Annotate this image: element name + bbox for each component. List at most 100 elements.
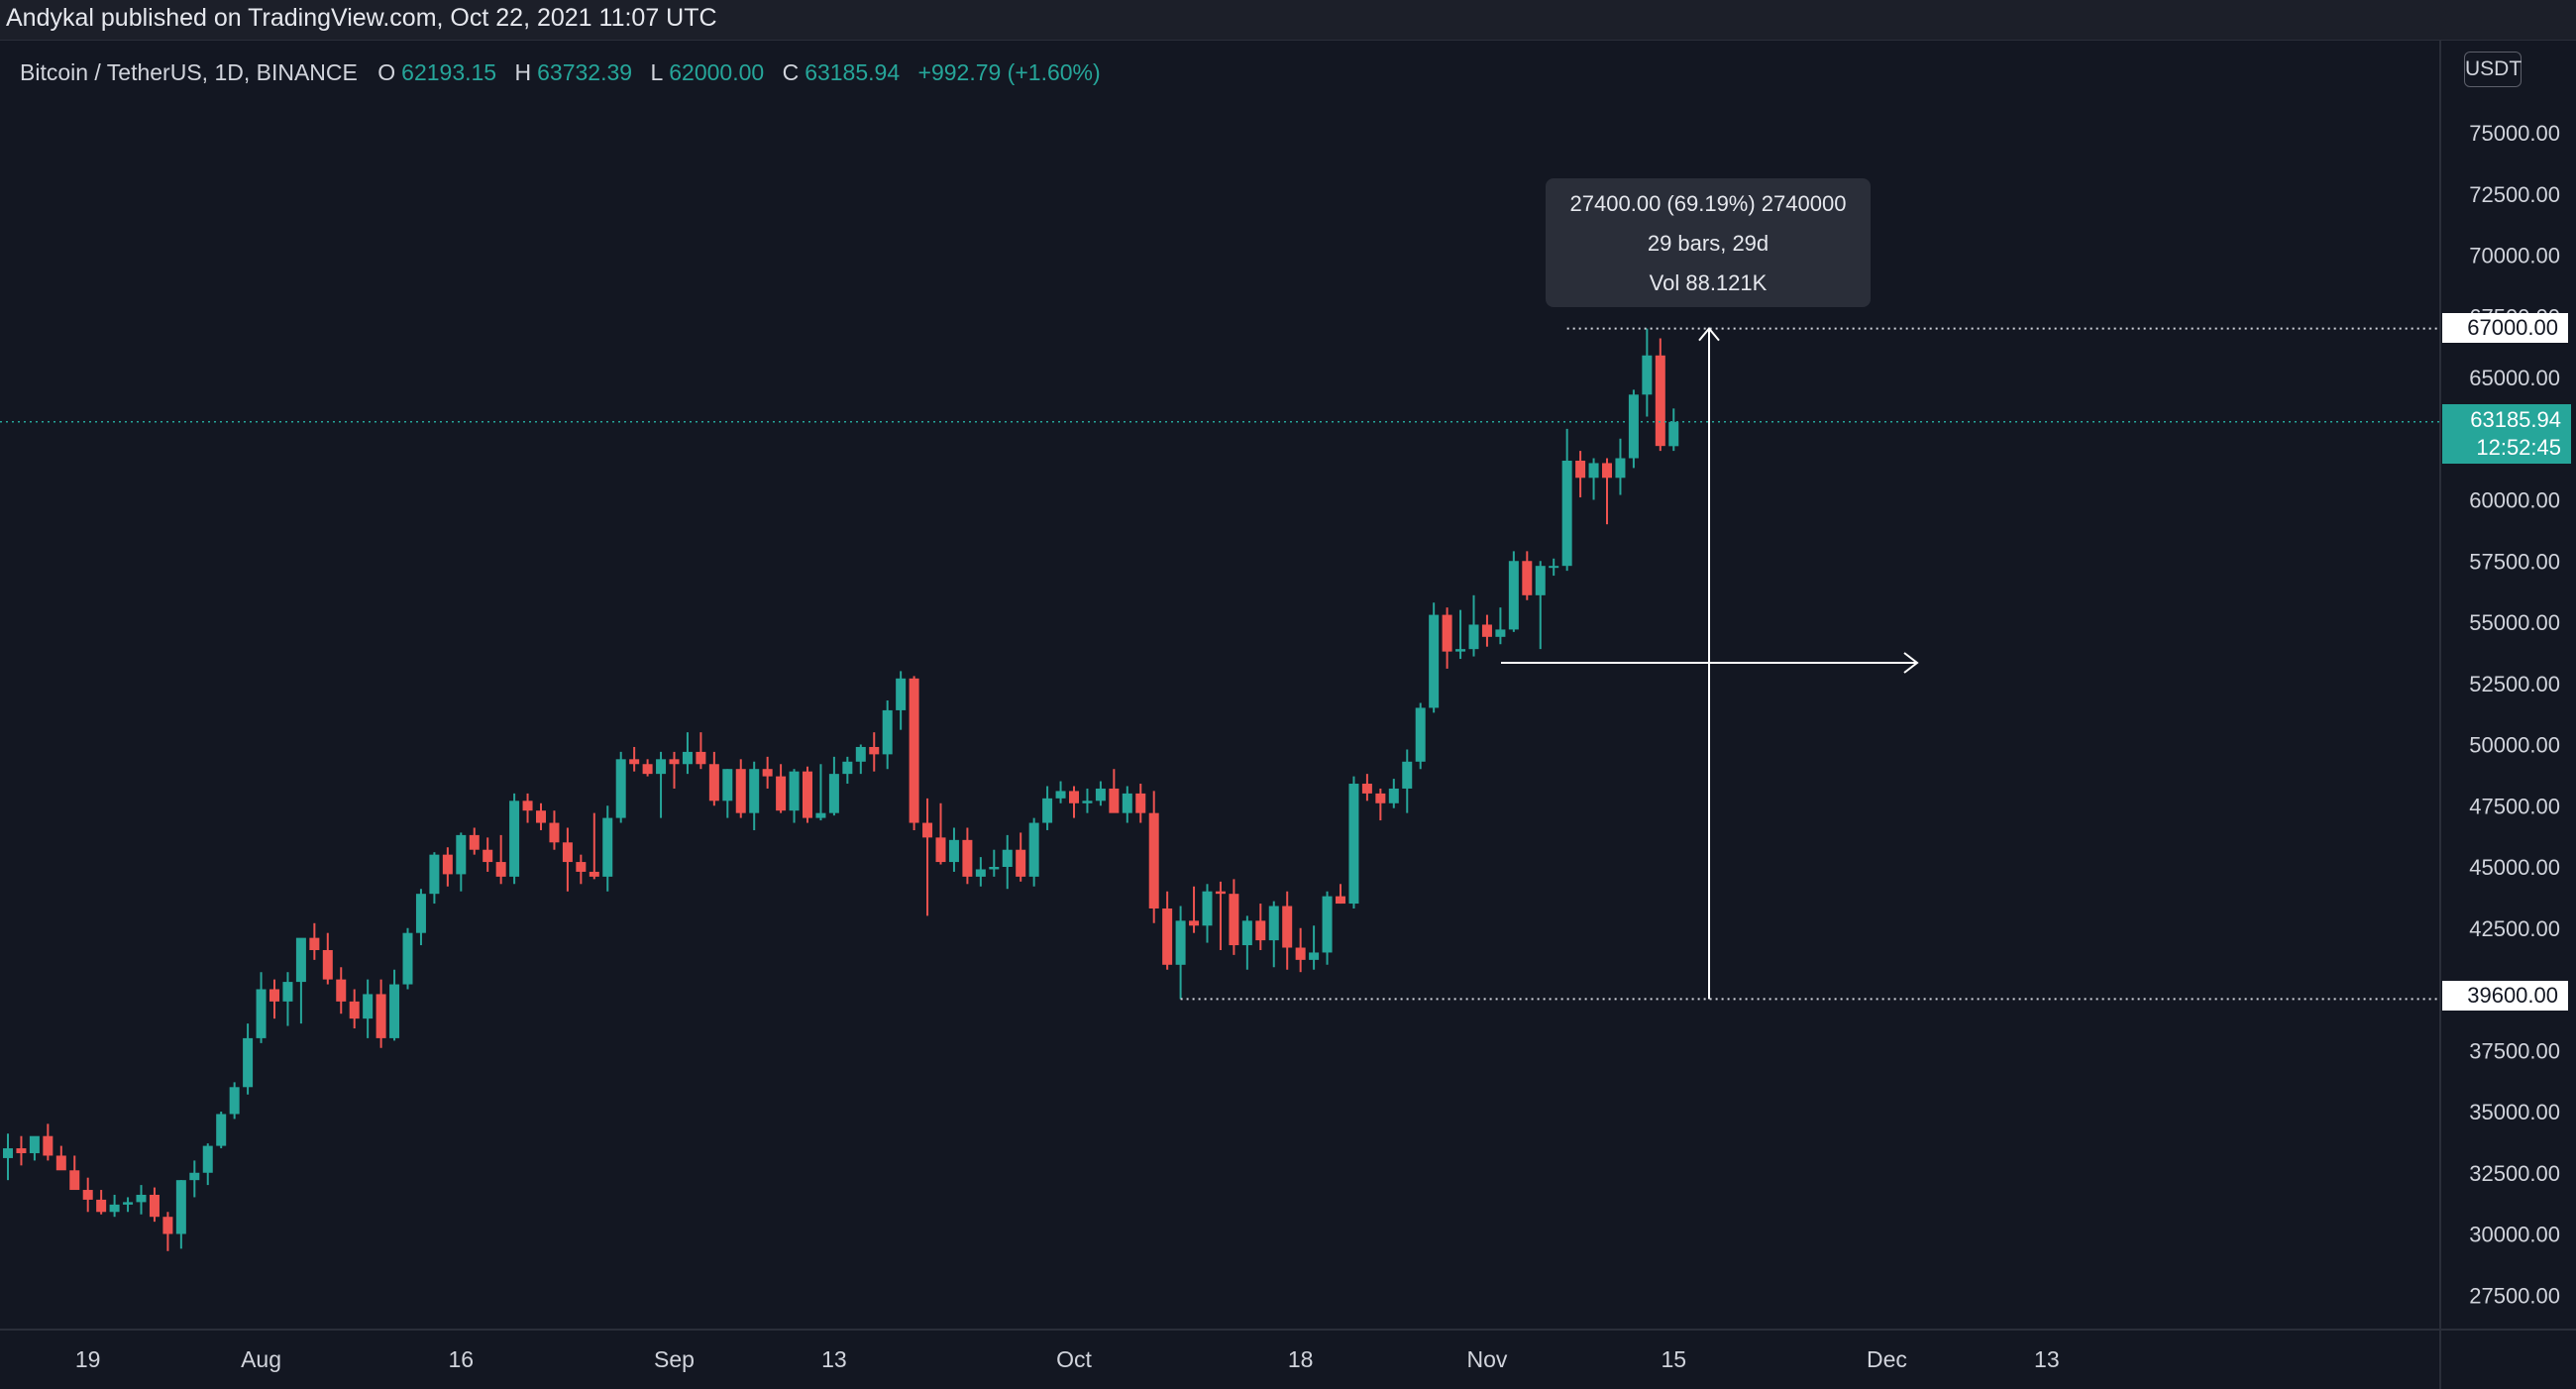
candle: [682, 732, 693, 775]
legend-high-label: H: [514, 59, 532, 85]
candle-body: [762, 769, 773, 777]
time-axis[interactable]: 19 Aug 16 Sep 13 Oct 18 Nov 15 Dec 13: [75, 1346, 2060, 1372]
measure-up-arrow: [1698, 327, 1720, 342]
candle-body: [349, 1001, 360, 1019]
candle: [495, 834, 506, 885]
candle-body: [1602, 463, 1612, 479]
time-tick-label: 13: [821, 1346, 847, 1372]
candle: [1348, 776, 1359, 908]
candle: [722, 769, 733, 818]
candle: [615, 751, 626, 823]
time-tick-label: Dec: [1867, 1346, 1907, 1372]
candle-body: [216, 1114, 227, 1146]
candle-body: [69, 1170, 80, 1191]
measure-volume: Vol 88.121K: [1649, 270, 1768, 295]
candle: [349, 989, 360, 1029]
candle: [1268, 901, 1279, 968]
price-tick-label: 75000.00: [2469, 121, 2560, 146]
candle: [1575, 451, 1586, 498]
candle-body: [1375, 793, 1386, 803]
candle: [602, 805, 613, 892]
candle: [762, 756, 773, 789]
candle-body: [295, 937, 306, 983]
candle-body: [1642, 355, 1653, 395]
candle: [1095, 781, 1106, 806]
candle: [1229, 879, 1239, 955]
candle: [1148, 791, 1159, 923]
candle: [1388, 779, 1399, 808]
candle: [16, 1135, 27, 1166]
candle-body: [96, 1199, 107, 1213]
candle-body: [469, 834, 480, 850]
candle-body: [1588, 463, 1599, 479]
price-axis[interactable]: 75000.0072500.0070000.0067500.0065000.00…: [2469, 121, 2560, 1308]
candle: [948, 827, 959, 872]
candle-body: [1336, 896, 1345, 905]
candle-body: [522, 801, 533, 811]
candle-body: [1655, 355, 1665, 447]
candle-body: [363, 994, 374, 1019]
candle: [202, 1143, 213, 1186]
candle-body: [629, 759, 640, 765]
price-tick-label: 35000.00: [2469, 1100, 2560, 1124]
candle: [869, 732, 880, 772]
candle: [322, 932, 333, 985]
candle-body: [1241, 920, 1252, 946]
candle: [1468, 594, 1479, 657]
candle-body: [1468, 624, 1479, 650]
currency-button[interactable]: USDT: [2464, 52, 2522, 87]
candle: [589, 812, 599, 880]
candle: [1322, 891, 1333, 965]
candle: [1642, 328, 1653, 417]
price-tick-label: 27500.00: [2469, 1283, 2560, 1308]
candle: [243, 1023, 254, 1095]
candle: [309, 922, 320, 960]
candle-body: [1429, 614, 1440, 708]
candle: [256, 972, 267, 1043]
candle: [1202, 884, 1213, 943]
candle: [1415, 702, 1426, 770]
candle: [96, 1190, 107, 1215]
candle-body: [1295, 947, 1306, 960]
candle-body: [1122, 793, 1132, 813]
legend-symbol[interactable]: Bitcoin / TetherUS, 1D, BINANCE: [20, 59, 358, 85]
candle-body: [1002, 849, 1013, 867]
candle-body: [243, 1037, 254, 1088]
candle: [1549, 558, 1559, 577]
candle-body: [909, 678, 919, 823]
candle: [123, 1197, 134, 1213]
candle-body: [1442, 614, 1452, 652]
candle: [456, 832, 467, 892]
candle-body: [803, 771, 812, 818]
candle: [1588, 458, 1599, 500]
time-tick-label: 13: [2034, 1346, 2060, 1372]
candle-body: [1455, 649, 1466, 652]
candle: [483, 837, 493, 872]
candle: [1109, 769, 1120, 813]
candle-body: [1016, 849, 1026, 877]
candle-body: [269, 989, 279, 1002]
candle-body: [855, 746, 866, 762]
price-tick-label: 60000.00: [2469, 488, 2560, 513]
candle-body: [1535, 566, 1546, 595]
candle: [136, 1185, 147, 1215]
candle-body: [948, 839, 959, 863]
candle: [1602, 458, 1612, 525]
candle: [896, 671, 907, 730]
candle: [1481, 614, 1492, 647]
price-tick-label: 45000.00: [2469, 855, 2560, 880]
candle-body: [82, 1190, 93, 1200]
candle-body: [1055, 791, 1066, 799]
candle-body: [1215, 891, 1226, 895]
candle-body: [589, 871, 599, 877]
candle-body: [1189, 920, 1200, 926]
candle: [376, 979, 386, 1048]
measure-tool[interactable]: [0, 327, 2440, 1001]
candle: [1336, 884, 1345, 905]
candle-body: [975, 869, 986, 877]
candle-body: [896, 678, 907, 710]
candle-body: [16, 1148, 27, 1153]
candle: [656, 751, 667, 818]
candle-body: [1202, 891, 1213, 926]
